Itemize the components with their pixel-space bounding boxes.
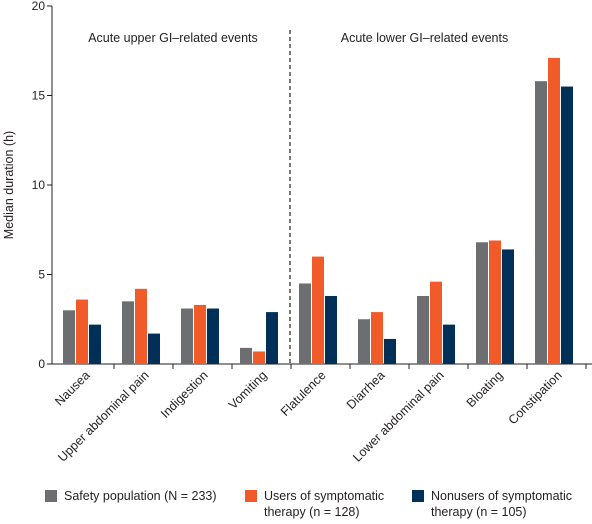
bar-users-lower-abdominal-pain [430, 281, 442, 364]
bar-nonusers-indigestion [207, 308, 219, 364]
group-label: Acute lower GI–related events [341, 31, 508, 45]
x-tick-label: Bloating [464, 368, 506, 410]
bar-users-diarrhea [371, 312, 383, 364]
legend-swatch [412, 490, 424, 502]
bar-nonusers-flatulence [325, 295, 337, 364]
legend-item-nonusers-of-symptomatic-therapy: Nonusers of symptomatic therapy (n = 105… [412, 488, 572, 520]
bar-safety-upper-abdominal-pain [122, 301, 134, 364]
legend-item-safety-population: Safety population (N = 233) [45, 488, 217, 504]
bar-safety-flatulence [299, 283, 311, 364]
x-tick-label: Nausea [52, 368, 92, 408]
y-axis-label: Median duration (h) [2, 131, 16, 239]
y-tick-label: 20 [32, 0, 46, 13]
y-tick-label: 0 [38, 357, 45, 371]
bar-nonusers-constipation [561, 86, 573, 365]
x-tick-label: Constipation [506, 368, 565, 427]
bar-nonusers-vomiting [266, 312, 278, 364]
bar-safety-diarrhea [358, 319, 370, 364]
legend-label: Users of symptomatic therapy (n = 128) [264, 489, 385, 519]
bar-users-indigestion [194, 304, 206, 364]
y-tick-label: 10 [32, 178, 46, 192]
x-tick-label: Flatulence [278, 368, 329, 419]
group-labels: Acute upper GI–related events Acute lower… [88, 31, 508, 45]
bar-users-nausea [76, 299, 88, 364]
x-tick-label: Indigestion [158, 368, 211, 421]
legend-label: Nonusers of symptomatic therapy (n = 105… [431, 489, 573, 519]
bars [63, 57, 573, 365]
bar-nonusers-lower-abdominal-pain [443, 324, 455, 364]
x-tick-label: Diarrhea [344, 368, 388, 412]
bar-nonusers-nausea [89, 324, 101, 364]
legend: Safety population (N = 233) Users of sym… [0, 488, 592, 524]
bar-safety-lower-abdominal-pain [417, 295, 429, 364]
bar-safety-vomiting [240, 347, 252, 364]
group-label: Acute upper GI–related events [88, 31, 258, 45]
bar-users-upper-abdominal-pain [135, 288, 147, 364]
legend-swatch [45, 490, 57, 502]
bar-safety-indigestion [181, 308, 193, 364]
bar-safety-bloating [476, 242, 488, 364]
bar-nonusers-bloating [502, 249, 514, 364]
legend-swatch [245, 490, 257, 502]
legend-item-users-of-symptomatic-therapy: Users of symptomatic therapy (n = 128) [245, 488, 384, 520]
bar-safety-constipation [535, 81, 547, 365]
bar-nonusers-upper-abdominal-pain [148, 333, 160, 364]
bar-users-flatulence [312, 256, 324, 364]
x-tick-label: Vomiting [226, 368, 270, 412]
legend-label: Safety population (N = 233) [64, 489, 217, 503]
bar-safety-nausea [63, 310, 75, 364]
bar-users-constipation [548, 57, 560, 364]
y-tick-label: 15 [32, 89, 46, 103]
bar-users-vomiting [253, 351, 265, 364]
bar-nonusers-diarrhea [384, 338, 396, 364]
y-tick-label: 5 [38, 268, 45, 282]
bar-users-bloating [489, 240, 501, 364]
